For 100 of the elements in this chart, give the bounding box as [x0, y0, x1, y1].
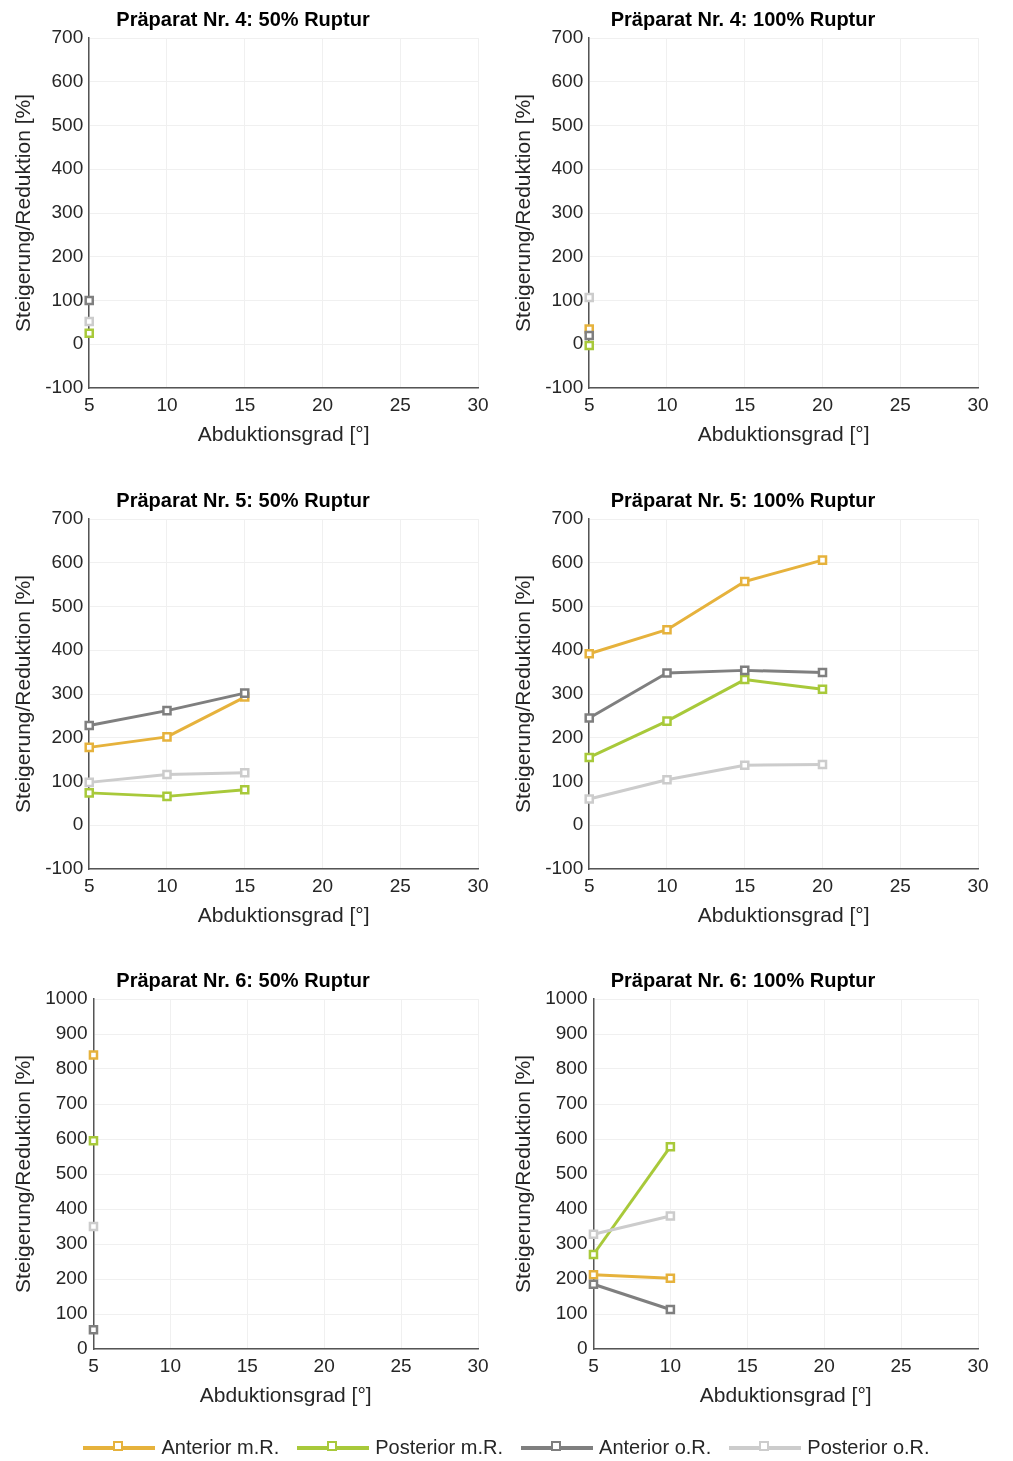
y-axis-title: Steigerung/Reduktion [%]	[511, 574, 535, 814]
y-tick-label: 300	[555, 1232, 588, 1254]
y-tick-label: 500	[55, 1162, 88, 1184]
x-tick-label: 25	[389, 874, 411, 896]
x-tick-label: 10	[156, 874, 178, 896]
x-tick-label: 30	[467, 393, 489, 415]
y-tick-label: 400	[51, 638, 84, 660]
x-tick-label: 25	[889, 393, 911, 415]
x-tick-label: 25	[389, 393, 411, 415]
x-axis-title: Abduktionsgrad [°]	[199, 1383, 372, 1407]
y-tick-label: 400	[551, 157, 584, 179]
x-tick-label: 5	[588, 1354, 599, 1376]
y-tick-label: -100	[45, 857, 84, 879]
y-tick-label: 300	[51, 682, 84, 704]
y-tick-label: 500	[555, 1162, 588, 1184]
y-tick-label: 800	[55, 1057, 88, 1079]
y-tick-label: 600	[55, 1127, 88, 1149]
y-tick-label: 200	[551, 725, 584, 747]
legend-label: Anterior o.R.	[599, 1436, 712, 1459]
y-tick-label: 700	[551, 507, 584, 529]
y-tick-label: 700	[555, 1092, 588, 1114]
y-tick-label: 0	[572, 813, 584, 835]
y-tick-label: 200	[555, 1267, 588, 1289]
x-tick-label: 30	[467, 1354, 489, 1376]
y-tick-label: 500	[551, 113, 584, 135]
y-axis-title: Steigerung/Reduktion [%]	[11, 1054, 35, 1294]
legend-label: Posterior m.R.	[375, 1436, 504, 1459]
y-tick-label: 100	[555, 1302, 588, 1324]
y-tick-label: 100	[551, 769, 584, 791]
y-tick-label: 1000	[545, 987, 588, 1009]
x-tick-label: 20	[311, 393, 334, 415]
y-tick-label: 0	[72, 813, 84, 835]
x-tick-label: 5	[583, 393, 595, 415]
chart-title: Präparat Nr. 4: 50% Ruptur	[116, 7, 370, 30]
x-tick-label: 10	[656, 393, 678, 415]
chart-title: Präparat Nr. 5: 100% Ruptur	[610, 488, 876, 511]
y-tick-label: 900	[555, 1022, 588, 1044]
y-axis-title: Steigerung/Reduktion [%]	[11, 574, 35, 814]
y-tick-label: 500	[51, 594, 84, 616]
x-tick-label: 5	[83, 393, 95, 415]
x-tick-label: 5	[583, 874, 595, 896]
x-tick-label: 25	[390, 1354, 412, 1376]
y-tick-label: 900	[55, 1022, 88, 1044]
x-tick-label: 15	[734, 874, 756, 896]
chart-title: Präparat Nr. 6: 100% Ruptur	[610, 968, 876, 991]
y-tick-label: 600	[51, 69, 84, 91]
y-tick-label: 0	[76, 1337, 88, 1359]
x-tick-label: 15	[736, 1354, 758, 1376]
x-tick-label: 10	[156, 393, 178, 415]
chart-title: Präparat Nr. 5: 50% Ruptur	[116, 488, 370, 511]
y-tick-label: 400	[555, 1197, 588, 1219]
y-tick-label: 200	[51, 244, 84, 266]
legend-label: Posterior o.R.	[807, 1436, 930, 1459]
y-tick-label: 100	[51, 288, 84, 310]
y-tick-label: 700	[51, 507, 84, 529]
chart-title: Präparat Nr. 4: 100% Ruptur	[610, 7, 876, 30]
x-tick-label: 25	[890, 1354, 912, 1376]
x-tick-label: 15	[234, 874, 256, 896]
y-tick-label: 600	[551, 550, 584, 572]
x-tick-label: 15	[734, 393, 756, 415]
x-axis-title: Abduktionsgrad [°]	[697, 422, 870, 446]
x-tick-label: 25	[889, 874, 911, 896]
x-tick-label: 10	[659, 1354, 681, 1376]
y-axis-title: Steigerung/Reduktion [%]	[511, 1054, 535, 1294]
y-tick-label: 200	[551, 244, 584, 266]
y-tick-label: 1000	[45, 987, 88, 1009]
x-axis-title: Abduktionsgrad [°]	[697, 903, 870, 927]
y-tick-label: 700	[51, 26, 84, 48]
y-tick-label: 700	[55, 1092, 88, 1114]
y-tick-label: 300	[551, 201, 584, 223]
x-tick-label: 20	[311, 874, 334, 896]
chart-title: Präparat Nr. 6: 50% Ruptur	[116, 968, 370, 991]
y-tick-label: 0	[572, 332, 584, 354]
legend-label: Anterior m.R.	[161, 1436, 280, 1459]
y-tick-label: 600	[551, 69, 584, 91]
y-tick-label: 600	[555, 1127, 588, 1149]
y-tick-label: 400	[55, 1197, 88, 1219]
y-tick-label: 700	[551, 26, 584, 48]
x-axis-title: Abduktionsgrad [°]	[197, 422, 370, 446]
y-tick-label: 300	[551, 682, 584, 704]
x-tick-label: 15	[234, 393, 256, 415]
x-tick-label: 20	[811, 393, 834, 415]
y-tick-label: 400	[51, 157, 84, 179]
y-tick-label: 300	[51, 201, 84, 223]
y-tick-label: 0	[576, 1337, 588, 1359]
y-axis-title: Steigerung/Reduktion [%]	[511, 93, 535, 333]
y-tick-label: -100	[45, 376, 84, 398]
x-tick-label: 20	[811, 874, 834, 896]
x-tick-label: 5	[88, 1354, 99, 1376]
y-tick-label: -100	[545, 857, 584, 879]
y-tick-label: 200	[55, 1267, 88, 1289]
y-tick-label: 100	[551, 288, 584, 310]
y-tick-label: 500	[51, 113, 84, 135]
y-tick-label: 800	[555, 1057, 588, 1079]
y-tick-label: 600	[51, 550, 84, 572]
y-axis-title: Steigerung/Reduktion [%]	[11, 93, 35, 333]
y-tick-label: 100	[51, 769, 84, 791]
x-tick-label: 10	[656, 874, 678, 896]
x-tick-label: 15	[236, 1354, 258, 1376]
y-tick-label: 200	[51, 725, 84, 747]
